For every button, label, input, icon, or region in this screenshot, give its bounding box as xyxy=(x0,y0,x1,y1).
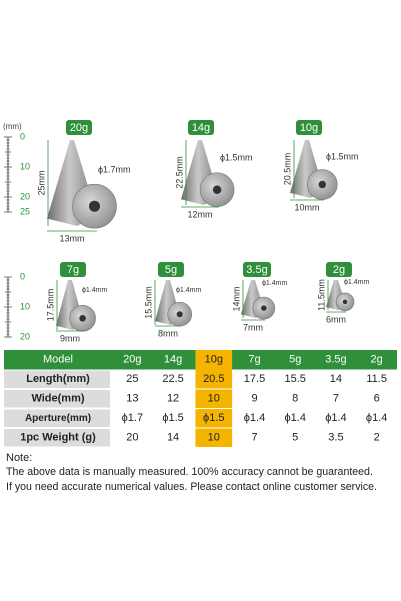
weight-label: 10g xyxy=(300,122,318,134)
row-label: 1pc Weight (g) xyxy=(20,432,96,444)
aperture-label: ϕ1.4mm xyxy=(262,280,287,287)
note-title: Note: xyxy=(6,452,32,464)
ruler-label: 10 xyxy=(20,301,30,311)
table-cell: 6 xyxy=(374,393,380,405)
table-header-cell: 2g xyxy=(371,354,383,366)
table-cell: 7 xyxy=(251,432,257,444)
ruler-label: 0 xyxy=(20,271,25,281)
length-label: 22.5mm xyxy=(174,156,184,189)
table-cell: 10 xyxy=(208,432,220,444)
weight-badge xyxy=(326,262,352,277)
weight-badge xyxy=(60,262,86,277)
table-cell: ϕ1.4 xyxy=(244,412,265,424)
table-cell: 20 xyxy=(126,432,138,444)
table-header-cell: 5g xyxy=(289,354,301,366)
table-cell: 2 xyxy=(374,432,380,444)
length-label: 17.5mm xyxy=(45,289,55,322)
table-cell: ϕ1.5 xyxy=(162,412,183,424)
bullet-hole xyxy=(318,180,327,189)
row-label-bg xyxy=(4,370,110,388)
table-cell: 5 xyxy=(292,432,298,444)
table-cell: 17.5 xyxy=(244,373,265,385)
table-cell: ϕ1.5 xyxy=(203,412,224,424)
weight-label: 5g xyxy=(165,264,177,276)
aperture-label: ϕ1.4mm xyxy=(176,287,201,294)
length-label: 14mm xyxy=(231,286,241,311)
table-cell: 8 xyxy=(292,393,298,405)
width-label: 13mm xyxy=(59,233,84,243)
table-header-cell: 14g xyxy=(164,354,182,366)
aperture-label: ϕ1.5mm xyxy=(326,151,359,161)
table-cell: 25 xyxy=(126,373,138,385)
table-header-cell: Model xyxy=(43,354,73,366)
row-label: Wide(mm) xyxy=(31,393,84,405)
row-label-bg xyxy=(4,409,110,427)
table-cell: ϕ1.4 xyxy=(325,412,346,424)
weight-label: 20g xyxy=(70,122,88,134)
weight-badge xyxy=(296,120,322,135)
ruler-label: 20 xyxy=(20,331,30,341)
bullet-hole xyxy=(261,305,267,311)
weight-label: 2g xyxy=(333,264,345,276)
table-cell: 13 xyxy=(126,393,138,405)
table-cell: 12 xyxy=(167,393,179,405)
ruler-unit: (mm) xyxy=(3,122,22,131)
width-label: 10mm xyxy=(294,202,319,212)
table-cell: ϕ1.7 xyxy=(122,412,143,424)
weight-badge xyxy=(188,120,214,135)
length-label: 11.5mm xyxy=(316,279,326,311)
aperture-label: ϕ1.4mm xyxy=(82,287,107,294)
width-label: 8mm xyxy=(158,328,178,338)
bullet-hole xyxy=(342,299,348,305)
aperture-label: ϕ1.4mm xyxy=(344,279,369,286)
width-label: 9mm xyxy=(60,333,80,343)
length-label: 20.5mm xyxy=(282,153,292,186)
width-label: 7mm xyxy=(243,322,263,332)
weight-badge xyxy=(66,120,92,135)
table-header-cell: 10g xyxy=(205,354,223,366)
bullet-hole xyxy=(176,311,183,318)
row-label-bg xyxy=(4,429,110,447)
row-label-bg xyxy=(4,390,110,408)
table-header-cell: 7g xyxy=(248,354,260,366)
table-cell: 14 xyxy=(167,432,179,444)
bullet-hole xyxy=(79,315,86,322)
row-label: Length(mm) xyxy=(26,373,90,385)
bullet-hole xyxy=(89,200,100,212)
bullet-hole xyxy=(212,185,222,194)
table-cell: 3.5 xyxy=(328,432,343,444)
table-cell: 10 xyxy=(208,393,220,405)
width-label: 12mm xyxy=(187,209,212,219)
note-line: The above data is manually measured. 100… xyxy=(6,466,373,478)
table-cell: 9 xyxy=(251,393,257,405)
length-label: 15.5mm xyxy=(143,286,153,319)
table-cell: 20.5 xyxy=(203,373,224,385)
ruler-label: 25 xyxy=(20,206,30,216)
ruler-label: 20 xyxy=(20,191,30,201)
weight-badge xyxy=(243,262,271,277)
aperture-label: ϕ1.5mm xyxy=(220,152,253,162)
table-cell: 14 xyxy=(330,373,342,385)
aperture-label: ϕ1.7mm xyxy=(98,164,131,174)
weight-label: 14g xyxy=(192,122,210,134)
ruler-label: 0 xyxy=(20,131,25,141)
table-cell: 7 xyxy=(333,393,339,405)
table-cell: ϕ1.4 xyxy=(284,412,305,424)
weight-label: 7g xyxy=(67,264,79,276)
table-cell: 11.5 xyxy=(366,373,387,385)
highlight-column xyxy=(195,350,233,448)
table-header-cell: 20g xyxy=(123,354,141,366)
weight-badge xyxy=(158,262,184,277)
table-header-cell: 3.5g xyxy=(325,354,346,366)
table-cell: ϕ1.4 xyxy=(366,412,387,424)
row-label: Aperture(mm) xyxy=(25,413,91,424)
length-label: 25mm xyxy=(36,170,46,195)
ruler-label: 10 xyxy=(20,161,30,171)
table-cell: 15.5 xyxy=(285,373,306,385)
weight-label: 3.5g xyxy=(246,264,267,276)
table-cell: 22.5 xyxy=(162,373,183,385)
note-line: If you need accurate numerical values. P… xyxy=(6,481,377,493)
width-label: 6mm xyxy=(326,314,346,324)
